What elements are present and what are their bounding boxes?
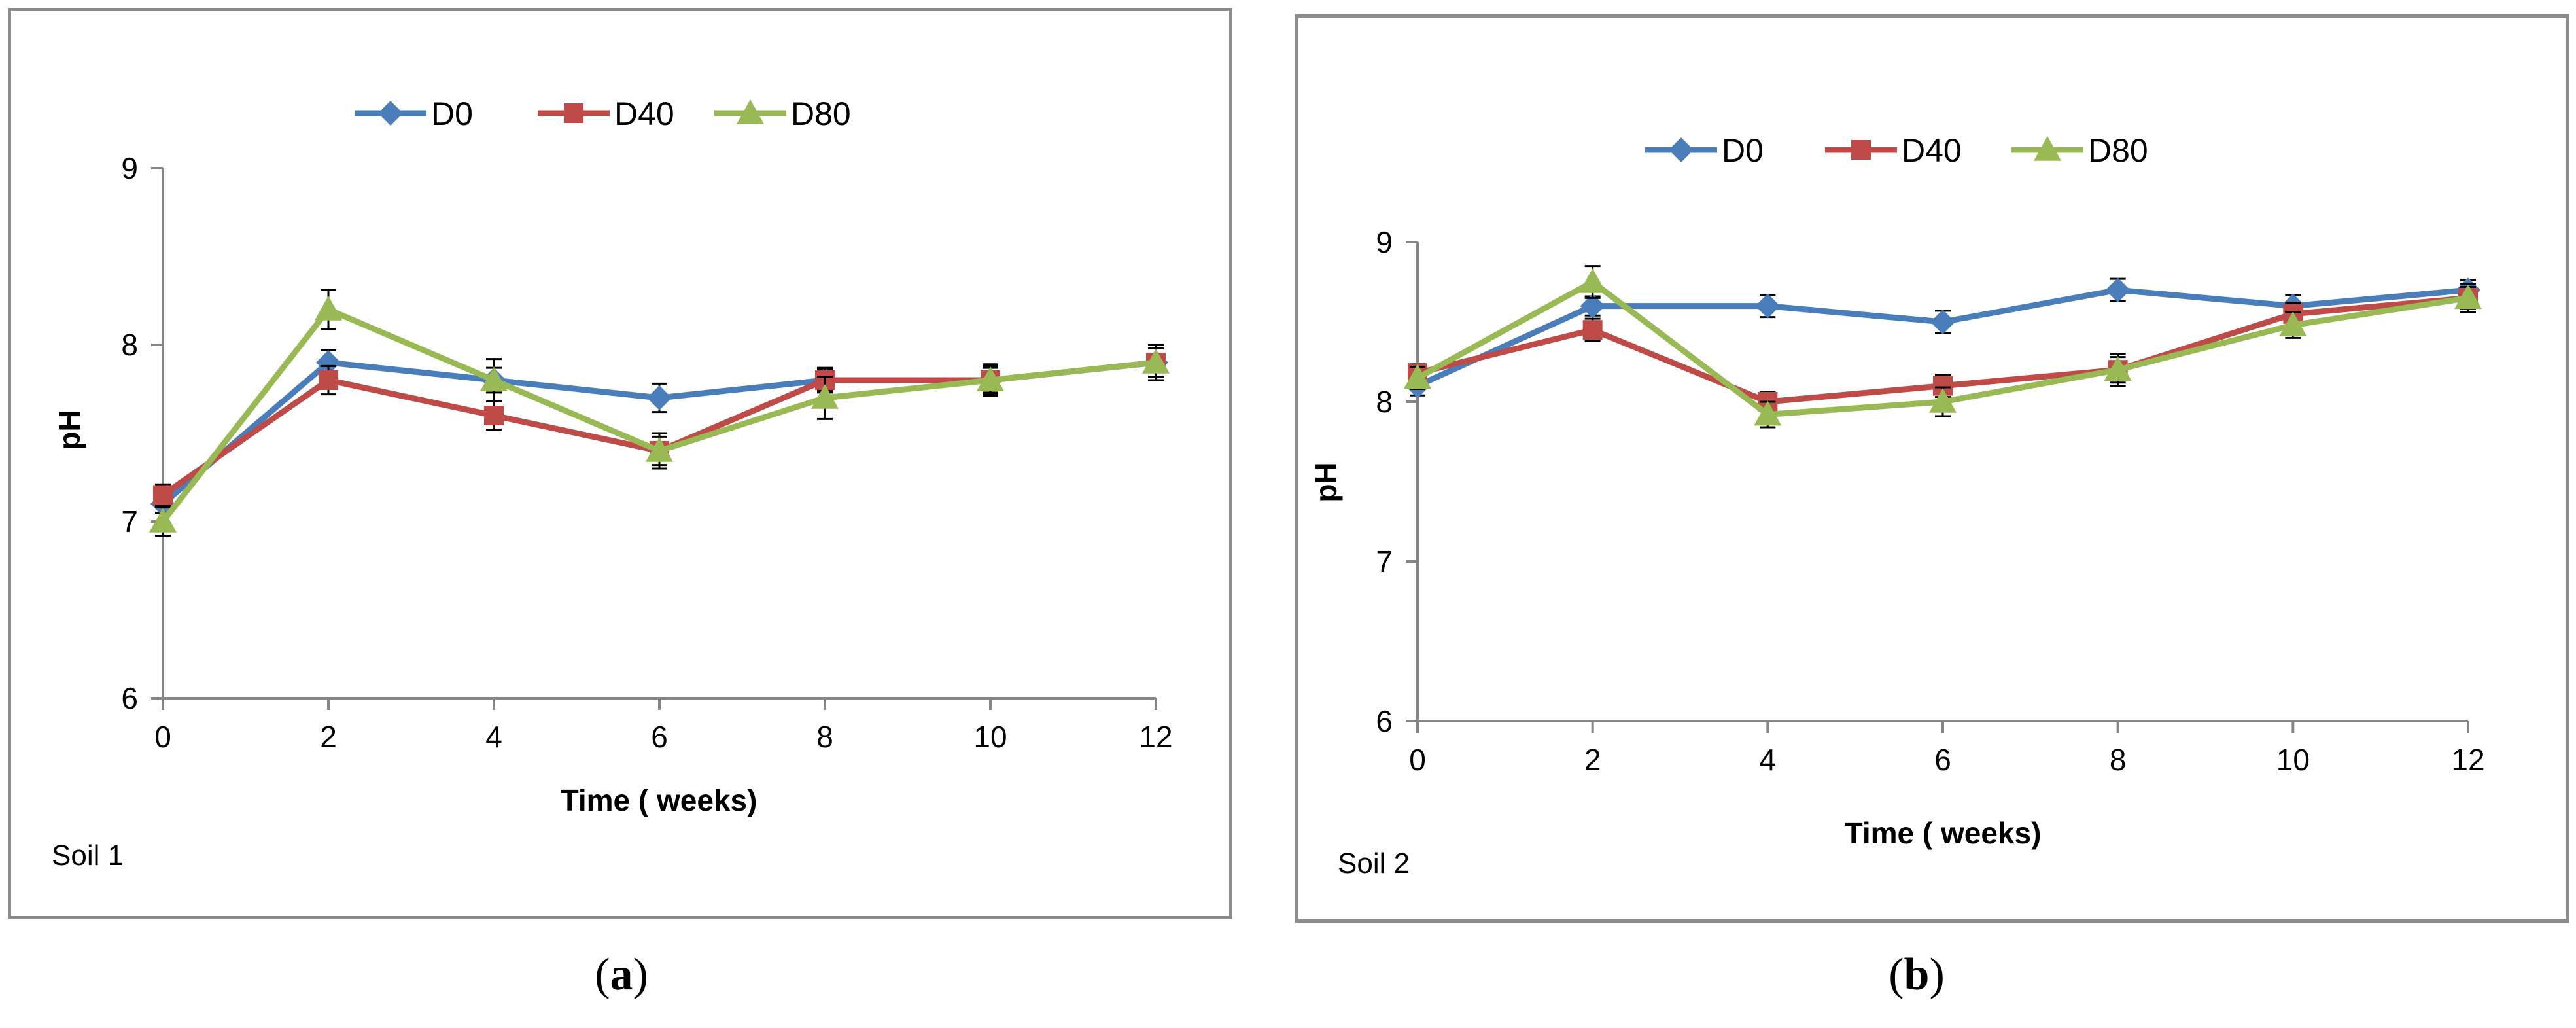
chart-svg-b: 6 7 8 9 0 2 4 6 8 10 12 Time ( weeks) pH Soil 2 D0 D40 D… [1309, 132, 2485, 879]
point-b-D0-2 [1755, 293, 1781, 319]
caption-b: (b) [1851, 949, 1982, 1001]
caption-b-open: ( [1888, 949, 1904, 1000]
point-a-D40-1 [319, 370, 338, 390]
legend-label-a-D80: D80 [791, 96, 851, 132]
point-b-D80-4 [2104, 356, 2132, 381]
series-a-D40 [153, 344, 1166, 507]
legend-marker-b-D80 [2034, 136, 2061, 161]
series-line-b-D0 [1416, 287, 2469, 389]
legend-item-a-D0: D0 [355, 96, 473, 132]
point-b-D80-6 [2454, 284, 2482, 310]
legend-marker-b-D40 [1851, 140, 1871, 160]
point-a-D80-0 [149, 508, 177, 533]
legend-item-b-D40: D40 [1825, 132, 1962, 169]
series-line-a-D40 [161, 359, 1157, 498]
legend-marker-a-D0 [378, 101, 403, 126]
point-b-D0-1 [1580, 293, 1605, 319]
y-tick-label-a-3: 9 [121, 151, 138, 185]
point-b-D80-2 [1754, 400, 1782, 426]
caption-b-close: ) [1929, 949, 1945, 1000]
series-line-a-D80 [160, 306, 1157, 523]
y-axis-title-a: pH [52, 410, 86, 450]
x-tick-label-b-6: 12 [2451, 743, 2484, 777]
chart-panel-a: 6 7 8 9 0 2 4 6 8 10 12 Time ( weeks) pH Soil 1 D0 D40 D… [8, 8, 1232, 919]
x-tick-label-b-0: 0 [1409, 743, 1426, 777]
point-b-D80-3 [1929, 388, 1957, 413]
legend-label-b-D80: D80 [2088, 132, 2148, 169]
legend-marker-a-D80 [737, 99, 764, 124]
y-tick-label-a-1: 7 [121, 505, 138, 539]
caption-a-close: ) [633, 949, 648, 1000]
legend-label-a-D40: D40 [614, 96, 674, 132]
legend-label-b-D40: D40 [1902, 132, 1962, 169]
soil-label-a: Soil 1 [52, 840, 124, 872]
x-axis-title-a: Time ( weeks) [561, 783, 757, 817]
caption-a-letter: a [610, 949, 633, 1000]
legend-item-b-D80: D80 [2011, 132, 2148, 169]
legend-item-a-D40: D40 [538, 96, 674, 132]
point-a-D80-2 [480, 366, 508, 391]
caption-b-letter: b [1904, 949, 1930, 1000]
x-tick-label-b-3: 6 [1934, 743, 1951, 777]
point-b-D80-1 [1578, 268, 1607, 293]
legend-item-a-D80: D80 [714, 96, 851, 132]
y-tick-label-b-0: 6 [1376, 704, 1393, 738]
x-tick-label-b-1: 2 [1584, 743, 1601, 777]
y-tick-label-a-2: 8 [121, 328, 138, 362]
x-tick-label-a-3: 6 [651, 720, 668, 754]
legend-label-b-D0: D0 [1722, 132, 1764, 169]
chart-svg-a: 6 7 8 9 0 2 4 6 8 10 12 Time ( weeks) pH Soil 1 D0 D40 D… [52, 96, 1173, 872]
point-b-D0-3 [1930, 310, 1955, 334]
x-tick-label-a-0: 0 [154, 720, 171, 754]
x-tick-label-b-2: 4 [1760, 743, 1777, 777]
y-tick-label-b-2: 8 [1376, 385, 1393, 419]
series-a-D80 [149, 289, 1170, 537]
legend-marker-a-D40 [564, 103, 583, 123]
point-b-D0-4 [2105, 277, 2131, 303]
point-a-D80-1 [315, 296, 342, 321]
point-a-D0-3 [647, 385, 672, 410]
y-tick-label-b-3: 9 [1376, 225, 1393, 259]
y-tick-label-a-0: 6 [121, 681, 138, 715]
series-b-D80 [1404, 265, 2482, 429]
legend-label-a-D0: D0 [431, 96, 473, 132]
caption-a-open: ( [595, 949, 610, 1000]
point-a-D0-1 [316, 350, 341, 375]
x-tick-label-b-5: 10 [2276, 743, 2310, 777]
point-a-D80-4 [811, 384, 839, 409]
x-tick-label-b-4: 8 [2110, 743, 2127, 777]
soil-label-b: Soil 2 [1338, 847, 1410, 879]
point-a-D40-0 [153, 485, 173, 505]
x-axis-title-b: Time ( weeks) [1845, 816, 2042, 850]
point-a-D80-6 [1142, 349, 1170, 374]
point-a-D80-3 [646, 437, 673, 462]
y-axis-title-b: pH [1309, 462, 1343, 502]
y-tick-label-b-1: 7 [1376, 544, 1393, 578]
x-tick-label-a-6: 12 [1139, 720, 1172, 754]
point-a-D40-2 [484, 406, 504, 425]
point-b-D80-0 [1404, 364, 1431, 389]
x-tick-label-a-2: 4 [485, 720, 502, 754]
caption-a: (a) [556, 949, 687, 1001]
x-tick-label-a-4: 8 [816, 720, 833, 754]
legend-marker-b-D0 [1669, 137, 1694, 162]
point-b-D80-5 [2279, 311, 2307, 336]
x-tick-label-a-1: 2 [320, 720, 337, 754]
legend-item-b-D0: D0 [1645, 132, 1764, 169]
chart-panel-b: 6 7 8 9 0 2 4 6 8 10 12 Time ( weeks) pH Soil 2 D0 D40 D… [1295, 14, 2569, 923]
point-b-D40-1 [1582, 320, 1603, 340]
point-a-D80-5 [977, 366, 1004, 391]
x-tick-label-a-5: 10 [973, 720, 1007, 754]
